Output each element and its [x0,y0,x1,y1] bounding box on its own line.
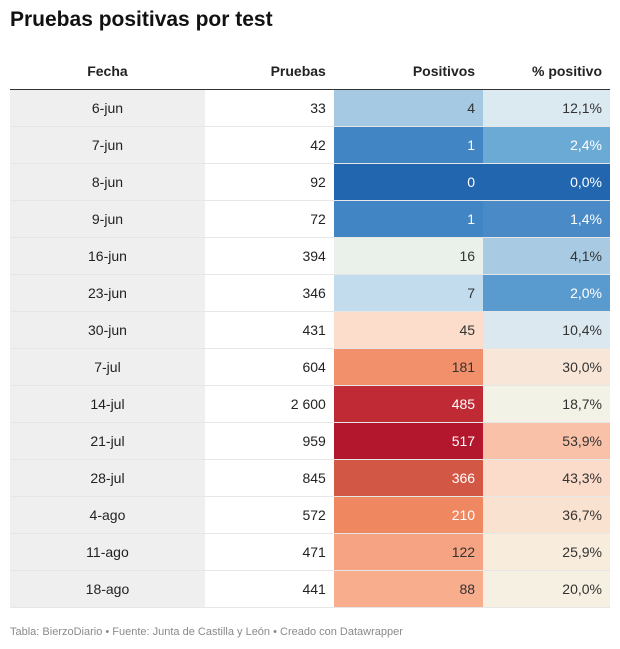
table-body: 6-jun 33 4 12,1% 7-jun 42 1 2,4% 8-jun 92 0 0,0% 9-j… [10,89,610,608]
table-row: 21-jul 959 517 53,9% [10,422,610,460]
cell-fecha: 7-jun [10,126,205,164]
cell-pct-positivo: 12,1% [483,89,610,127]
cell-fecha: 30-jun [10,311,205,349]
table-row: 30-jun 431 45 10,4% [10,311,610,349]
cell-pruebas: 72 [204,200,334,238]
table-row: 8-jun 92 0 0,0% [10,163,610,201]
cell-fecha: 16-jun [10,237,205,275]
cell-positivos: 1 [333,126,484,164]
cell-positivos: 485 [333,385,484,423]
cell-fecha: 21-jul [10,422,205,460]
table-row: 16-jun 394 16 4,1% [10,237,610,275]
cell-pct-positivo: 18,7% [483,385,610,423]
table-row: 11-ago 471 122 25,9% [10,533,610,571]
cell-pct-positivo: 36,7% [483,496,610,534]
cell-fecha: 18-ago [10,570,205,608]
cell-positivos: 517 [333,422,484,460]
cell-pct-positivo: 0,0% [483,163,610,201]
table-row: 7-jun 42 1 2,4% [10,126,610,164]
table-row: 7-jul 604 181 30,0% [10,348,610,386]
cell-fecha: 4-ago [10,496,205,534]
cell-pruebas: 2 600 [204,385,334,423]
cell-positivos: 45 [333,311,484,349]
cell-fecha: 8-jun [10,163,205,201]
cell-pct-positivo: 2,0% [483,274,610,312]
cell-pruebas: 346 [204,274,334,312]
table-row: 4-ago 572 210 36,7% [10,496,610,534]
cell-pruebas: 604 [204,348,334,386]
cell-pct-positivo: 25,9% [483,533,610,571]
table-row: 9-jun 72 1 1,4% [10,200,610,238]
cell-pct-positivo: 53,9% [483,422,610,460]
cell-positivos: 122 [333,533,484,571]
cell-fecha: 7-jul [10,348,205,386]
cell-pruebas: 959 [204,422,334,460]
cell-pruebas: 845 [204,459,334,497]
cell-pct-positivo: 43,3% [483,459,610,497]
cell-pct-positivo: 4,1% [483,237,610,275]
header-pct-positivo[interactable]: % positivo [483,53,610,90]
cell-pct-positivo: 10,4% [483,311,610,349]
data-table: Fecha Pruebas Positivos % positivo 6-jun… [10,53,610,608]
cell-pct-positivo: 2,4% [483,126,610,164]
table-header-row: Fecha Pruebas Positivos % positivo [10,53,610,90]
cell-positivos: 0 [333,163,484,201]
footer-credits: Tabla: BierzoDiario • Fuente: Junta de C… [10,626,403,638]
table-row: 18-ago 441 88 20,0% [10,570,610,608]
cell-pct-positivo: 1,4% [483,200,610,238]
cell-pct-positivo: 30,0% [483,348,610,386]
table-row: 6-jun 33 4 12,1% [10,89,610,127]
cell-fecha: 28-jul [10,459,205,497]
cell-fecha: 14-jul [10,385,205,423]
cell-positivos: 181 [333,348,484,386]
table-row: 23-jun 346 7 2,0% [10,274,610,312]
header-fecha[interactable]: Fecha [10,53,205,90]
cell-fecha: 23-jun [10,274,205,312]
cell-pruebas: 441 [204,570,334,608]
cell-pruebas: 33 [204,89,334,127]
cell-pct-positivo: 20,0% [483,570,610,608]
cell-pruebas: 92 [204,163,334,201]
header-positivos[interactable]: Positivos [333,53,484,90]
cell-fecha: 11-ago [10,533,205,571]
cell-positivos: 16 [333,237,484,275]
cell-fecha: 9-jun [10,200,205,238]
cell-fecha: 6-jun [10,89,205,127]
chart-title: Pruebas positivas por test [10,8,273,31]
cell-pruebas: 42 [204,126,334,164]
cell-positivos: 1 [333,200,484,238]
table-row: 28-jul 845 366 43,3% [10,459,610,497]
cell-positivos: 366 [333,459,484,497]
cell-positivos: 210 [333,496,484,534]
cell-positivos: 7 [333,274,484,312]
header-pruebas[interactable]: Pruebas [204,53,334,90]
cell-pruebas: 431 [204,311,334,349]
cell-pruebas: 471 [204,533,334,571]
cell-positivos: 4 [333,89,484,127]
cell-positivos: 88 [333,570,484,608]
cell-pruebas: 394 [204,237,334,275]
table-row: 14-jul 2 600 485 18,7% [10,385,610,423]
cell-pruebas: 572 [204,496,334,534]
